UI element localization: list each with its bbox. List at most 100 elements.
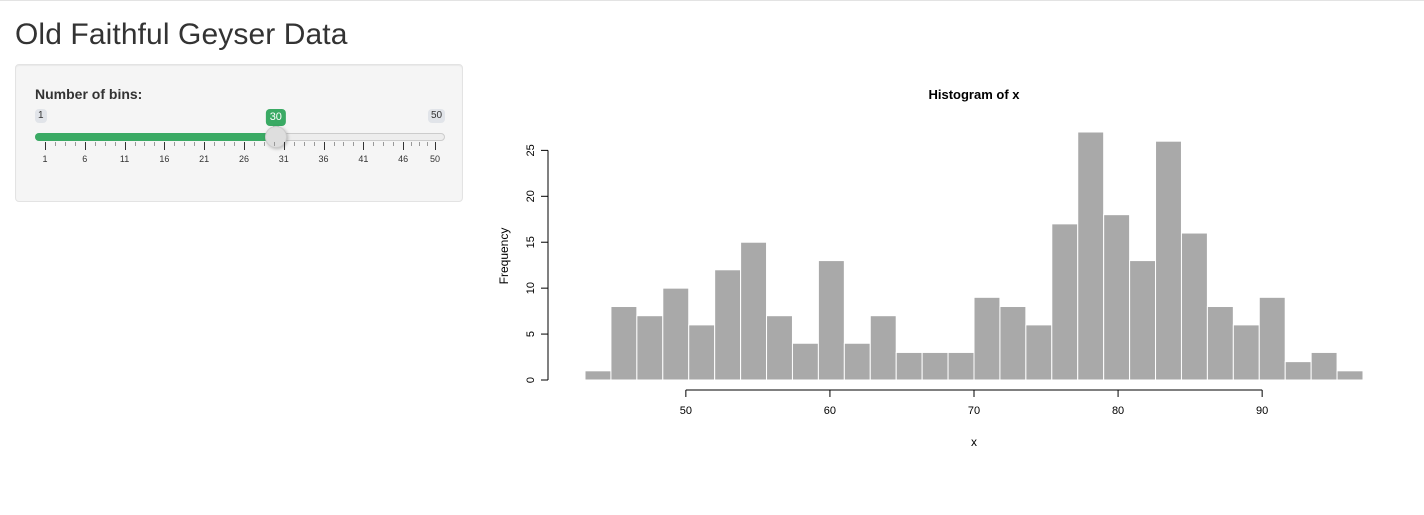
histogram-bar: [791, 342, 819, 381]
slider-minor-tick: [104, 142, 106, 146]
histogram-bar: [1180, 232, 1208, 381]
slider-min-label: 1: [35, 109, 47, 123]
slider-minor-tick: [333, 142, 335, 146]
histogram-bar: [1258, 296, 1286, 381]
y-axis-tick-label: 15: [525, 236, 537, 248]
slider-tick-label: 26: [238, 154, 249, 164]
slider-major-tick: [204, 142, 206, 150]
x-axis-tick-label: 70: [968, 405, 980, 417]
slider-tick-label: 11: [119, 154, 130, 164]
slider-minor-tick: [144, 142, 146, 146]
histogram-bar: [895, 351, 923, 381]
histogram-bar: [1232, 324, 1260, 381]
histogram-bars: [584, 131, 1364, 381]
histogram-bar: [1129, 260, 1157, 381]
slider-minor-tick: [184, 142, 186, 146]
slider-minor-tick: [273, 142, 275, 146]
slider-major-tick: [164, 142, 166, 150]
bins-slider-label: Number of bins:: [35, 86, 143, 102]
slider-major-tick: [45, 142, 46, 150]
histogram-bar: [1077, 131, 1105, 381]
slider-minor-tick: [64, 142, 66, 146]
slider-value-label: 30: [265, 109, 286, 129]
histogram-bar: [1284, 361, 1312, 381]
x-axis: 50 60 70 80 90: [680, 389, 1268, 417]
histogram-bar: [1025, 324, 1053, 381]
slider-tick-label: 6: [82, 154, 88, 164]
y-axis-tick-label: 0: [525, 377, 537, 383]
slider-minor-tick: [263, 142, 265, 146]
histogram-bar: [714, 269, 742, 381]
histogram-bar: [817, 260, 845, 381]
slider-minor-tick: [419, 142, 421, 146]
x-axis-tick-label: 80: [1112, 405, 1124, 417]
slider-major-tick: [363, 142, 365, 150]
slider-minor-tick: [174, 142, 176, 146]
slider-major-tick: [243, 142, 245, 150]
slider-tick-label: 21: [199, 154, 210, 164]
histogram-bar: [843, 342, 871, 381]
slider-major-tick: [124, 142, 126, 150]
slider-minor-tick: [224, 142, 226, 146]
histogram-bar: [662, 287, 690, 381]
histogram-bar: [1051, 223, 1079, 381]
histogram-bar: [740, 241, 768, 381]
slider-handle[interactable]: [264, 126, 287, 148]
slider-minor-tick: [427, 142, 429, 146]
histogram-bar: [1103, 214, 1131, 381]
histogram-plot: Histogram of x 50 60 70 80 90 0 5 10 15 20 25 x F…: [497, 87, 1364, 449]
chart-title: Histogram of x: [928, 87, 1020, 102]
slider-tick-label: 46: [398, 154, 409, 164]
slider-minor-tick: [383, 142, 385, 146]
x-axis-tick-label: 90: [1256, 405, 1268, 417]
histogram-bar: [688, 324, 716, 381]
slider-minor-tick: [293, 142, 295, 146]
slider-major-tick: [403, 142, 405, 150]
histogram-bar: [1336, 370, 1364, 381]
slider-minor-tick: [74, 142, 76, 146]
y-axis: 0 5 10 15 20 25: [525, 144, 549, 383]
slider-max-label: 50: [428, 109, 446, 123]
histogram-bar: [1310, 351, 1338, 381]
histogram-bar: [584, 370, 612, 381]
slider-tick-label: 36: [318, 154, 329, 164]
slider-minor-tick: [373, 142, 375, 146]
histogram-bar: [973, 296, 1001, 381]
slider-tick-label: 50: [429, 154, 441, 164]
slider-minor-tick: [94, 142, 96, 146]
slider-minor-tick: [234, 142, 236, 146]
page-title: Old Faithful Geyser Data: [15, 18, 348, 51]
histogram-bar: [766, 315, 793, 381]
slider-minor-tick: [343, 142, 345, 146]
histogram-bar: [921, 351, 949, 381]
histogram-bar: [636, 315, 664, 381]
histogram-bar: [947, 351, 975, 381]
slider-major-tick: [435, 142, 436, 150]
y-axis-label: Frequency: [497, 228, 511, 285]
slider-minor-tick: [194, 142, 196, 146]
slider-minor-tick: [134, 142, 136, 146]
y-axis-tick-label: 5: [525, 331, 537, 337]
slider-minor-tick: [303, 142, 305, 146]
slider-minor-tick: [54, 142, 56, 146]
slider-minor-tick: [313, 142, 315, 146]
slider-minor-tick: [114, 142, 116, 146]
x-axis-tick-label: 60: [824, 405, 836, 417]
slider-minor-tick: [253, 142, 255, 146]
slider-minor-tick: [411, 142, 413, 146]
histogram-bar: [610, 306, 638, 381]
slider-minor-tick: [154, 142, 156, 146]
slider-tick-label: 31: [278, 154, 289, 164]
histogram-bar: [1155, 140, 1182, 381]
slider-minor-tick: [353, 142, 355, 146]
histogram-bar: [869, 315, 897, 381]
y-axis-tick-label: 25: [525, 144, 537, 156]
slider-minor-tick: [393, 142, 395, 146]
slider-tick-label: 16: [159, 154, 170, 164]
histogram-bar: [999, 306, 1027, 381]
slider-tick-label: 1: [42, 154, 48, 164]
sidebar-panel: Number of bins: 1 50 30 1 6 11 16 21 26 31 36 41…: [15, 64, 463, 202]
slider-major-tick: [323, 142, 325, 150]
x-axis-tick-label: 50: [680, 405, 692, 417]
top-divider: [0, 0, 1424, 1]
